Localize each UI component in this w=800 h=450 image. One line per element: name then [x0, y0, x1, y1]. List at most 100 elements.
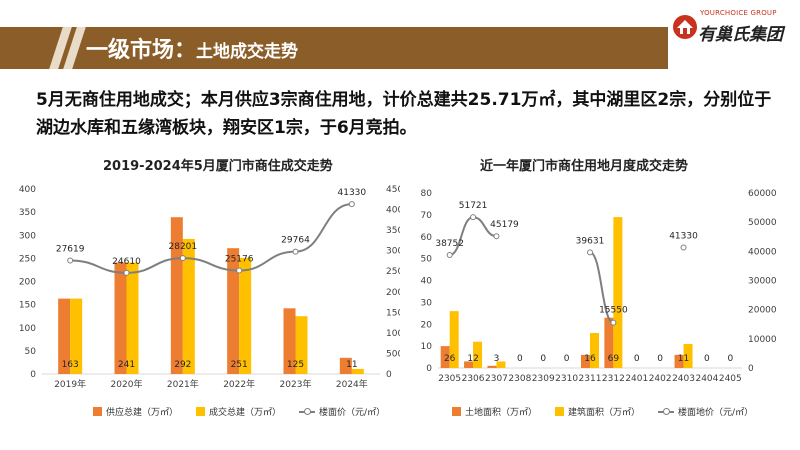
chart2-price-point	[680, 244, 687, 251]
chart2-price-data-label: 38752	[435, 239, 464, 249]
logo-house-icon	[673, 15, 697, 39]
header-bar	[0, 27, 668, 69]
chart1-y-tick-label: 350	[19, 208, 36, 218]
chart1-y2-tick-label: 0	[386, 370, 392, 380]
chart1-x-tick-label: 2024年	[336, 378, 368, 390]
chart1-y-tick-label: 150	[19, 301, 36, 311]
chart2-bar-series2	[590, 333, 599, 368]
chart2-y2-tick-label: 0	[748, 364, 754, 374]
chart2-y-tick-label: 20	[421, 320, 433, 330]
chart1-price-point	[236, 267, 243, 274]
chart2-x-tick-label: 2309	[532, 374, 555, 384]
legend-label: 土地面积（万㎡）	[465, 408, 538, 418]
chart1-y-tick-label: 300	[19, 231, 36, 241]
chart1-y2-tick-label: 25000	[386, 267, 400, 277]
chart1-x-tick-label: 2022年	[223, 378, 255, 390]
chart1-price-data-label: 28201	[169, 242, 198, 252]
chart2-price-point	[493, 233, 500, 240]
chart2-bar-data-label: 0	[517, 354, 523, 364]
chart1-price-point	[179, 255, 186, 262]
chart2-price-line	[589, 251, 614, 324]
chart1-price-point	[123, 269, 130, 276]
chart2-bar-data-label: 0	[564, 354, 570, 364]
chart2-x-tick-label: 2404	[695, 374, 718, 384]
chart1-price-point	[292, 248, 299, 255]
chart2-legend: 土地面积（万㎡） 建筑面积（万㎡） 楼面地价（元/㎡）	[452, 405, 771, 418]
chart2-y2-tick-label: 20000	[748, 306, 777, 316]
chart1-y-tick-label: 0	[30, 370, 36, 380]
chart2-bar-data-label: 12	[467, 354, 478, 364]
chart1-bar-data-label: 163	[62, 360, 79, 370]
chart1-x-tick-label: 2023年	[280, 378, 312, 390]
chart1-y-tick-label: 100	[19, 324, 36, 334]
chart2-y-tick-label: 60	[421, 233, 433, 243]
chart1-price-data-label: 27619	[56, 244, 85, 254]
chart2-bar-series2	[473, 341, 483, 368]
chart2-bar-series1	[581, 354, 590, 368]
chart2-y-tick-label: 10	[421, 342, 433, 352]
chart2-x-tick-label: 2401	[625, 374, 648, 384]
chart2-x-tick-label: 2307	[485, 374, 508, 384]
legend-swatch-orange	[93, 407, 102, 416]
chart2-bar-data-label: 0	[704, 354, 710, 364]
chart1-legend: 供应总建（万㎡） 成交总建（万㎡） 楼面价（元/㎡）	[93, 405, 403, 418]
chart2-bar-data-label: 3	[494, 354, 500, 364]
chart2-price-data-label: 45179	[490, 220, 519, 230]
chart2-bar-data-label: 0	[540, 354, 546, 364]
chart2-monthly-trend: 0102030405060708001000020000300004000050…	[421, 189, 777, 384]
chart2-y2-tick-label: 50000	[748, 218, 777, 228]
legend-item-price: 楼面价（元/㎡）	[299, 405, 385, 418]
legend-line-marker	[658, 407, 675, 415]
chart2-x-tick-label: 2306	[462, 374, 485, 384]
chart2-bar-series2	[496, 361, 506, 368]
chart1-price-data-label: 41330	[338, 188, 367, 198]
chart1-price-point	[348, 201, 355, 208]
chart1-bar-series1	[170, 217, 183, 374]
chart2-price-data-label: 15550	[599, 306, 628, 316]
chart2-title: 近一年厦门市商住用地月度成交走势	[480, 159, 689, 174]
chart2-bar-data-label: 0	[634, 354, 640, 364]
chart1-y2-tick-label: 10000	[386, 329, 400, 339]
chart2-y-tick-label: 50	[421, 255, 433, 265]
chart2-bar-series1	[604, 317, 614, 368]
chart1-bar-data-label: 292	[174, 360, 191, 370]
chart2-price-data-label: 41330	[669, 231, 698, 241]
chart1-price-data-label: 24610	[112, 257, 141, 267]
legend-item-deal: 成交总建（万㎡）	[196, 405, 281, 418]
chart2-bar-data-label: 16	[584, 354, 596, 364]
chart2-bar-data-label: 11	[678, 354, 689, 364]
chart2-price-point	[470, 214, 477, 221]
chart2-bar-series1	[674, 354, 684, 368]
chart1-price-data-label: 25176	[225, 254, 254, 264]
chart2-bar-series2	[683, 343, 693, 368]
chart2-x-tick-label: 2312	[602, 374, 625, 384]
chart2-y-tick-label: 40	[421, 277, 433, 287]
chart2-price-data-label: 51721	[459, 201, 488, 211]
chart1-bar-series2	[70, 298, 83, 374]
chart1-y2-tick-label: 40000	[386, 206, 400, 216]
summary-text: 5月无商住用地成交；本月供应3宗商住用地，计价总建共25.71万㎡，其中湖里区2…	[36, 90, 772, 138]
chart2-y2-tick-label: 10000	[748, 335, 777, 345]
chart1-price-point	[67, 257, 74, 264]
chart2-bar-data-label: 26	[444, 354, 456, 364]
chart2-price-data-label: 39631	[576, 236, 605, 246]
chart1-bar-series1	[283, 308, 296, 374]
chart2-bar-data-label: 69	[608, 354, 620, 364]
chart1-x-tick-label: 2021年	[167, 378, 199, 390]
chart2-bar-series2	[449, 311, 459, 368]
chart2-price-point	[446, 251, 453, 258]
chart2-bar-series1	[440, 346, 450, 368]
chart1-bar-series1	[58, 298, 71, 374]
chart2-y2-tick-label: 40000	[748, 247, 777, 257]
chart1-y2-tick-label: 45000	[386, 185, 400, 195]
chart2-y-tick-label: 0	[426, 364, 432, 374]
legend-swatch-yellow	[555, 407, 565, 416]
page-title: 一级市场：土地成交走势	[86, 32, 298, 64]
chart1-y-tick-label: 250	[19, 254, 36, 264]
chart2-bar-data-label: 0	[657, 354, 663, 364]
chart1-price-data-label: 29764	[281, 236, 310, 246]
chart2-price-point	[610, 319, 617, 326]
legend-label: 成交总建（万㎡）	[209, 408, 282, 418]
chart1-y2-tick-label: 20000	[386, 288, 400, 298]
chart2-y-tick-label: 30	[421, 298, 433, 308]
